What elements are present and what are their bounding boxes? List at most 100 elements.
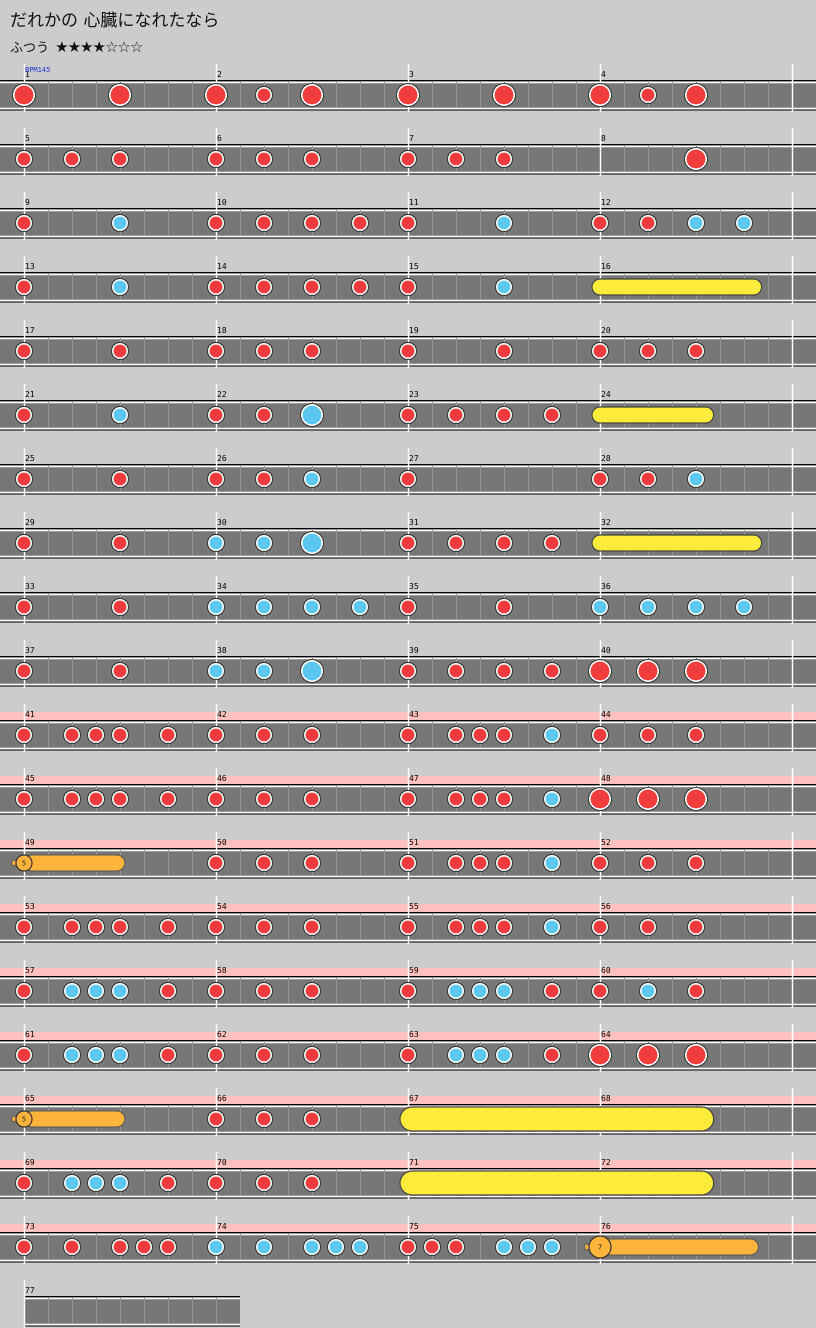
ka-note [521,1240,535,1254]
don-note [305,728,319,742]
ka-note [305,1240,319,1254]
ka-note [209,664,223,678]
don-note [425,1240,439,1254]
big-don-note [590,661,610,681]
don-note [17,920,31,934]
measure-number: 51 [409,838,419,847]
bpm-label: BPM145 [25,66,50,74]
ka-note [689,472,703,486]
don-note [401,1240,415,1254]
don-note [401,1048,415,1062]
don-note [17,280,31,294]
balloon-roll-body [23,854,126,872]
ka-note [209,600,223,614]
chart-row-11: 41 42 43 44 [0,704,816,752]
don-note [449,408,463,422]
measure-number: 17 [25,326,35,335]
measure-number: 71 [409,1158,419,1167]
balloon-head [15,854,33,872]
don-note [257,472,271,486]
don-note [209,984,223,998]
don-note [209,920,223,934]
don-note [209,728,223,742]
don-note [209,472,223,486]
don-note [89,920,103,934]
measure-number: 64 [601,1030,611,1039]
don-note [449,152,463,166]
measure-number: 18 [217,326,227,335]
don-note [65,1240,79,1254]
don-note [17,216,31,230]
don-note [449,536,463,550]
don-note [209,344,223,358]
measure-number: 3 [409,70,414,79]
measure-number: 2 [217,70,222,79]
don-note [593,344,607,358]
chart-row-12: 45 46 47 48 [0,768,816,816]
don-note [401,408,415,422]
don-note [641,344,655,358]
don-note [17,344,31,358]
don-note [209,408,223,422]
don-note [257,792,271,806]
chart-row-3: 9 10 11 12 [0,192,816,240]
don-note [161,920,175,934]
ka-note [209,1240,223,1254]
ka-note [113,1048,127,1062]
don-note [113,152,127,166]
measure-number: 30 [217,518,227,527]
don-note [449,1240,463,1254]
don-note [449,728,463,742]
chart-row-4: 13 14 15 16 [0,256,816,304]
don-note [161,1240,175,1254]
measure-number: 57 [25,966,35,975]
ka-note [545,856,559,870]
measure-number: 16 [601,262,611,271]
don-note [113,792,127,806]
don-note [113,344,127,358]
measure-number: 53 [25,902,35,911]
ka-note [113,408,127,422]
don-note [401,280,415,294]
don-note [305,1048,319,1062]
ka-note [65,984,79,998]
don-note [497,536,511,550]
drumroll [591,534,763,552]
don-note [473,792,487,806]
big-ka-note [302,533,322,553]
ka-note [497,1240,511,1254]
don-note [401,792,415,806]
measure-number: 26 [217,454,227,463]
difficulty-stars: ★★★★☆☆☆ [55,38,143,56]
measure-number: 46 [217,774,227,783]
don-note [17,600,31,614]
don-note [161,792,175,806]
don-note [497,344,511,358]
measure-number: 25 [25,454,35,463]
drumroll [399,1106,715,1132]
chart-row-9: 33 34 35 36 [0,576,816,624]
don-note [545,664,559,678]
don-note [257,216,271,230]
measure-number: 68 [601,1094,611,1103]
don-note [473,920,487,934]
ka-note [641,600,655,614]
ka-note [89,1048,103,1062]
don-note [689,728,703,742]
balloon-count: 7 [598,1244,602,1252]
don-note [497,920,511,934]
measure-number: 15 [409,262,419,271]
chart-row-13: 49 50 51 52 5 [0,832,816,880]
don-note [545,536,559,550]
don-note [401,152,415,166]
measure-number: 23 [409,390,419,399]
drumroll [591,278,763,296]
big-don-note [14,85,34,105]
measure-number: 43 [409,710,419,719]
measure-number: 14 [217,262,227,271]
ka-note [545,920,559,934]
ka-note [473,984,487,998]
measure-number: 70 [217,1158,227,1167]
measure-number: 31 [409,518,419,527]
